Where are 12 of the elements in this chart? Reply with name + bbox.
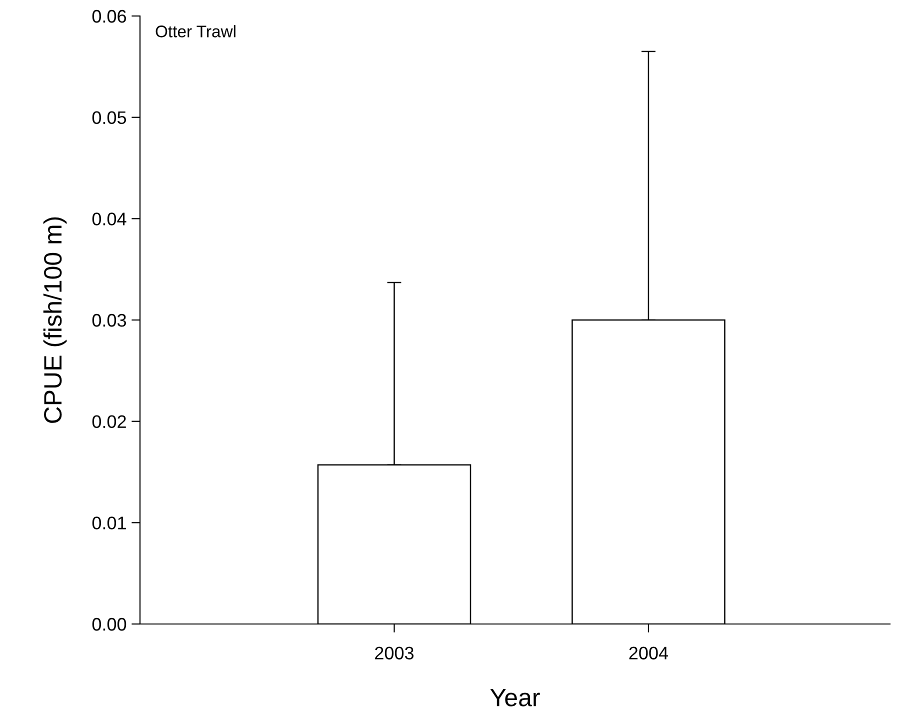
y-tick-label: 0.04: [92, 212, 126, 226]
y-tick-label: 0.01: [92, 516, 126, 530]
x-tick-label: 2004: [629, 646, 668, 660]
y-tick-label: 0.03: [92, 314, 126, 327]
x-axis-title: Year: [490, 688, 540, 706]
y-axis-title: CPUE (fish/100 m): [43, 217, 67, 423]
y-tick-label: 0.00: [92, 618, 126, 631]
annotation: Otter Trawl: [156, 25, 236, 38]
y-tick-label: 0.02: [92, 415, 126, 428]
y-tick-label: 0.06: [92, 10, 126, 23]
y-tick-label: 0.05: [92, 111, 126, 124]
x-tick-label: 2003: [375, 646, 414, 660]
